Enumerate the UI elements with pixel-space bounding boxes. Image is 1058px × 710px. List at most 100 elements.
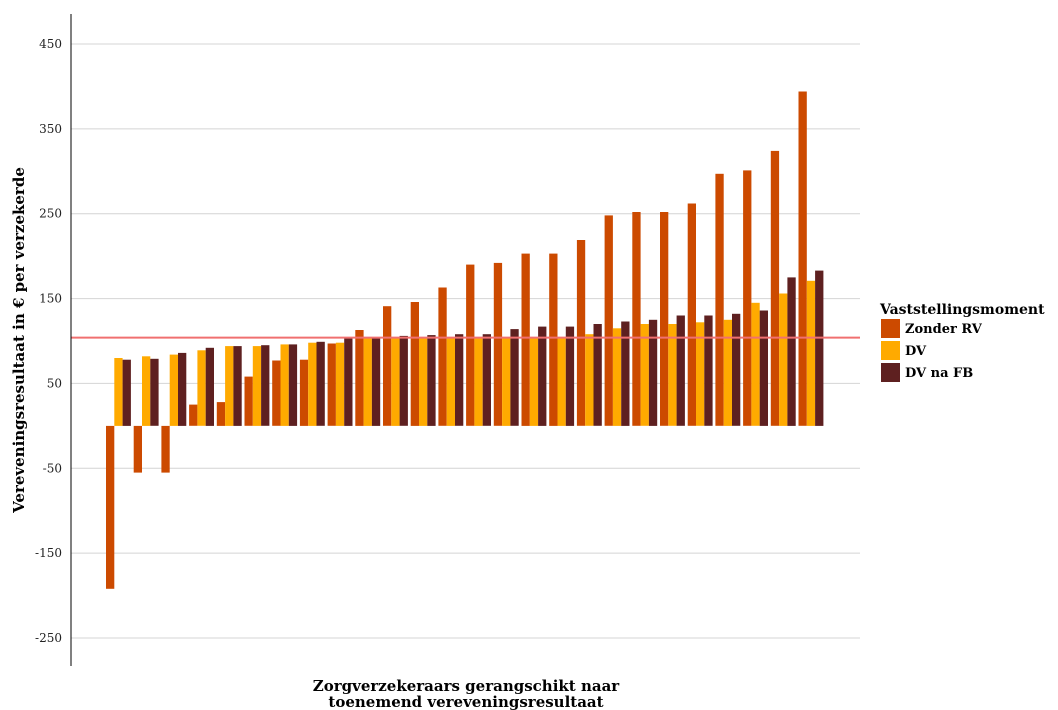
bar [502,337,511,426]
bar [529,337,539,426]
bar [355,330,364,426]
bar [280,344,289,426]
bar [521,253,530,426]
bar [806,280,816,426]
legend: Vaststellingsmoment Zonder RV DV DV na FB [879,302,1045,382]
legend-swatch [881,363,900,382]
bar [252,346,262,426]
bar [565,326,575,426]
bar [787,277,796,426]
bar [493,262,503,426]
bar [466,264,475,426]
bar [205,347,214,426]
bar [106,425,115,589]
bar [363,338,372,426]
bar [233,346,242,426]
y-tick-label: -250 [35,631,62,645]
bar [668,324,677,426]
bar [660,212,669,426]
y-tick-label: 450 [39,37,62,51]
bar [576,240,586,426]
bar [371,337,381,426]
bar [216,402,226,426]
bar [244,376,253,426]
bar [261,345,270,426]
bar [585,334,594,426]
bar [815,270,824,426]
bar [704,315,713,426]
legend-swatch [881,341,900,360]
bar [122,359,131,426]
y-tick-label: -50 [43,461,62,475]
bar [150,358,159,426]
bar [197,350,206,426]
bar [316,341,325,426]
bar [732,313,741,426]
bar [474,337,483,426]
bar [557,337,566,426]
bar [391,337,400,426]
bar [723,319,732,426]
bar [632,212,641,426]
bar [383,306,392,426]
y-axis-title: Vereveningsresultaat in € per verzekerde [10,167,28,514]
y-tick-label: -150 [35,546,62,560]
x-axis-title-line-2: toenemend vereveningsresultaat [328,693,603,710]
legend-label: Zonder RV [905,322,983,337]
bar [189,404,198,426]
bar [161,425,170,473]
bar [621,321,630,426]
bar [427,335,436,426]
y-tick-label: 150 [39,292,62,306]
x-axis-title-line-1: Zorgverzekeraars gerangschikt naar [313,677,621,695]
gridlines [71,43,860,639]
legend-label: DV [905,344,927,359]
bar [446,337,455,426]
bar [593,324,602,426]
bar [798,91,807,426]
bar [335,342,345,426]
bar [549,253,558,426]
bar [178,352,187,426]
bar [114,358,123,426]
bar [715,173,724,426]
bar [344,337,353,426]
bar [299,359,309,426]
legend-title: Vaststellingsmoment [879,302,1045,318]
y-tick-label: 350 [39,122,62,136]
bar [612,328,622,426]
bar [327,343,336,426]
bar [696,322,705,426]
bar [640,324,649,426]
bar [779,293,788,426]
legend-swatch [881,319,900,338]
bar [410,302,419,426]
y-tick-label: 250 [39,207,62,221]
bar [538,326,547,426]
bar [133,425,142,473]
y-tick-label: 50 [47,376,62,390]
bar [225,346,234,426]
bar [288,344,298,426]
bar [272,360,281,426]
bar [142,356,151,426]
bar [648,319,658,426]
bar [308,342,317,426]
bar [770,150,780,426]
bar [687,203,696,426]
bar [419,337,428,426]
bar [604,215,613,426]
bar [743,170,752,426]
bar [751,302,760,426]
bar [676,315,685,426]
bar [482,334,491,426]
bar [455,334,464,426]
bar [438,287,447,426]
bars [106,91,824,589]
bar [759,310,768,426]
bar [399,335,408,426]
y-tick-labels: 450 350 250 150 50 -50 -150 -250 [35,37,62,645]
bar [510,329,519,426]
legend-label: DV na FB [905,366,973,381]
